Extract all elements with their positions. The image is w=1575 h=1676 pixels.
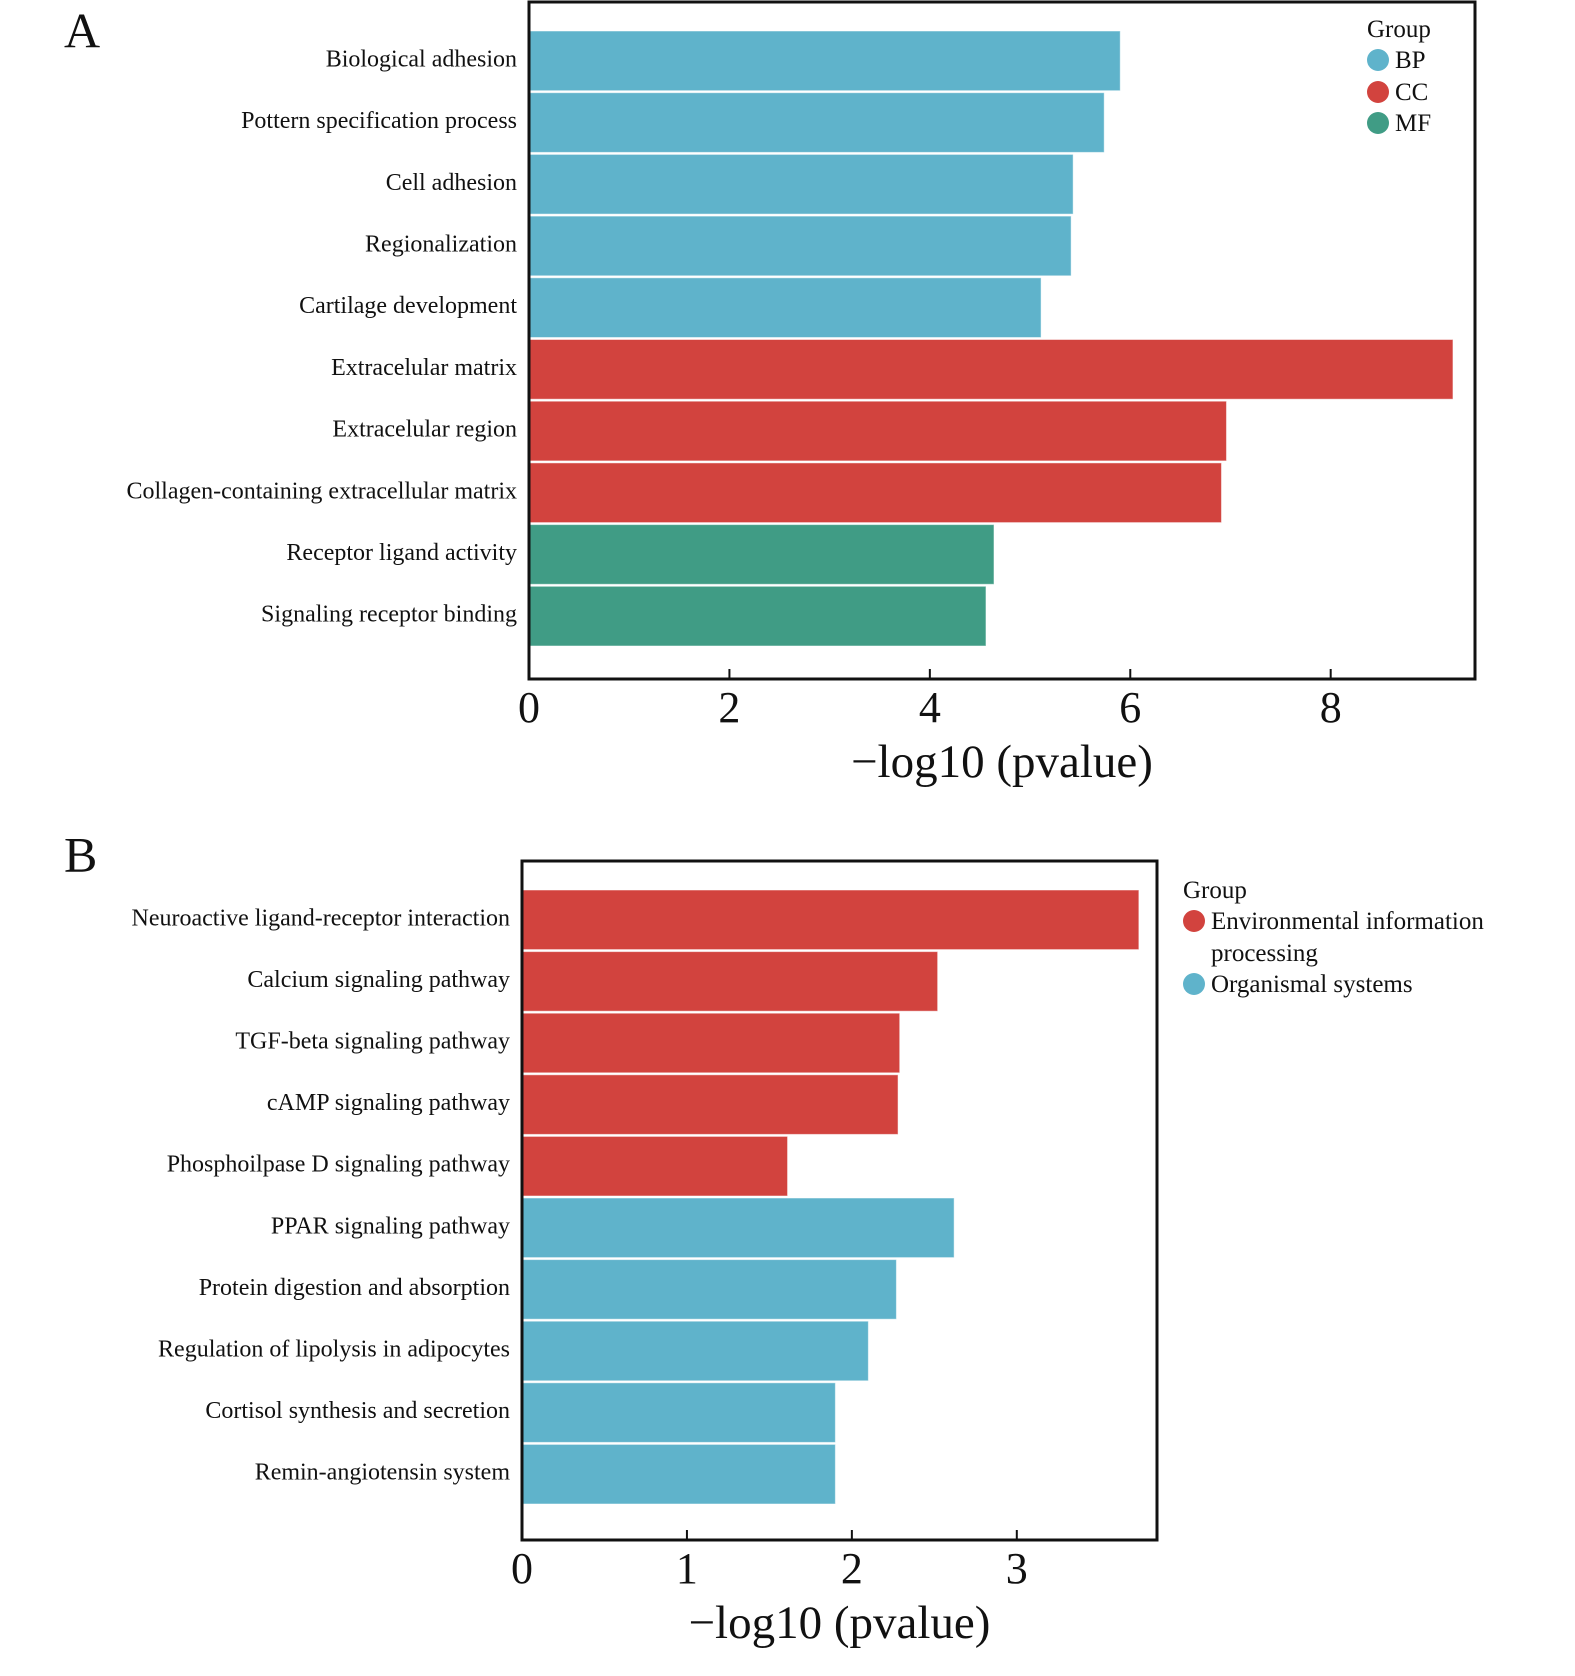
legend: Group Environmental information processin… bbox=[1183, 875, 1523, 1000]
legend-swatch bbox=[1183, 972, 1205, 995]
bar bbox=[528, 524, 995, 585]
bar bbox=[521, 889, 1140, 951]
x-tick-label: 2 bbox=[841, 1544, 863, 1593]
legend-title: Group bbox=[1183, 877, 1247, 904]
bar bbox=[528, 277, 1042, 338]
legend-title: Group bbox=[1367, 16, 1431, 43]
legend-entry: MF bbox=[1367, 108, 1431, 139]
bar bbox=[521, 1443, 836, 1505]
x-tick-label: 8 bbox=[1320, 683, 1342, 732]
legend-label: BP bbox=[1395, 47, 1426, 75]
bar bbox=[528, 462, 1222, 524]
legend-label: Organismal systems bbox=[1211, 970, 1413, 998]
x-tick-label: 4 bbox=[919, 683, 941, 732]
legend-swatch bbox=[1367, 111, 1389, 134]
y-tick-label: Remin-angiotensin system bbox=[255, 1460, 511, 1486]
x-tick-label: 0 bbox=[511, 1544, 533, 1593]
legend-label: CC bbox=[1395, 78, 1429, 106]
y-tick-label: Regulation of lipolysis in adipocytes bbox=[158, 1337, 510, 1363]
legend-swatch bbox=[1367, 80, 1389, 103]
y-tick-label: Extracelular matrix bbox=[331, 355, 517, 381]
x-tick-label: 3 bbox=[1006, 1544, 1028, 1593]
y-tick-label: Biological adhesion bbox=[326, 46, 517, 72]
legend-entry: CC bbox=[1367, 77, 1431, 108]
y-tick-label: Neuroactive ligand-receptor interaction bbox=[132, 905, 510, 931]
x-tick-label: 2 bbox=[718, 683, 740, 732]
legend-swatch bbox=[1183, 910, 1205, 933]
y-tick-label: Phosphoilpase D signaling pathway bbox=[167, 1152, 510, 1178]
bar bbox=[528, 153, 1074, 215]
plot-frame bbox=[527, 0, 1477, 681]
bar bbox=[521, 1197, 955, 1259]
bar bbox=[521, 1074, 899, 1135]
y-tick-label: PPAR signaling pathway bbox=[271, 1213, 510, 1239]
bar bbox=[521, 1012, 901, 1074]
y-tick-label: Calcium signaling pathway bbox=[247, 967, 510, 993]
x-axis-label: −log10 (pvalue) bbox=[689, 1597, 991, 1649]
bar bbox=[521, 1259, 897, 1320]
x-tick-label: 0 bbox=[518, 683, 540, 732]
bar bbox=[521, 1382, 836, 1443]
legend-label: Environmental information processing bbox=[1211, 908, 1484, 967]
bar bbox=[528, 92, 1105, 153]
panel-label: B bbox=[64, 826, 97, 882]
y-tick-label: Signaling receptor binding bbox=[261, 602, 517, 628]
y-tick-label: Cartilage development bbox=[299, 293, 517, 319]
x-tick-label: 6 bbox=[1119, 683, 1141, 732]
bar bbox=[528, 400, 1227, 462]
y-tick-label: Protein digestion and absorption bbox=[199, 1275, 510, 1301]
bar bbox=[528, 585, 987, 647]
bar bbox=[528, 339, 1454, 400]
panel-label: A bbox=[64, 2, 100, 58]
y-tick-label: Receptor ligand activity bbox=[286, 540, 517, 566]
y-tick-label: cAMP signaling pathway bbox=[267, 1090, 510, 1116]
y-tick-label: TGF-beta signaling pathway bbox=[235, 1029, 510, 1055]
legend-entry: Environmental information processing bbox=[1183, 906, 1523, 969]
legend-entry: BP bbox=[1367, 45, 1431, 76]
x-axis-label: −log10 (pvalue) bbox=[851, 736, 1153, 788]
plot-frame bbox=[520, 859, 1159, 1542]
legend-entry: Organismal systems bbox=[1183, 969, 1523, 1000]
y-tick-label: Pottern specification process bbox=[241, 108, 517, 134]
legend: Group BP CC MF bbox=[1367, 14, 1431, 139]
bar bbox=[521, 951, 939, 1012]
y-tick-label: Extracelular region bbox=[332, 417, 517, 443]
legend-label: MF bbox=[1395, 109, 1432, 137]
y-tick-label: Cell adhesion bbox=[386, 170, 517, 196]
bar bbox=[521, 1135, 789, 1197]
bar bbox=[528, 215, 1072, 277]
legend-swatch bbox=[1367, 49, 1389, 72]
bar bbox=[528, 30, 1121, 92]
y-tick-label: Regionalization bbox=[365, 231, 517, 257]
x-tick-label: 1 bbox=[676, 1544, 698, 1593]
y-tick-label: Cortisol synthesis and secretion bbox=[205, 1398, 510, 1424]
bar bbox=[521, 1320, 869, 1382]
y-tick-label: Collagen-containing extracellular matrix bbox=[126, 478, 517, 504]
